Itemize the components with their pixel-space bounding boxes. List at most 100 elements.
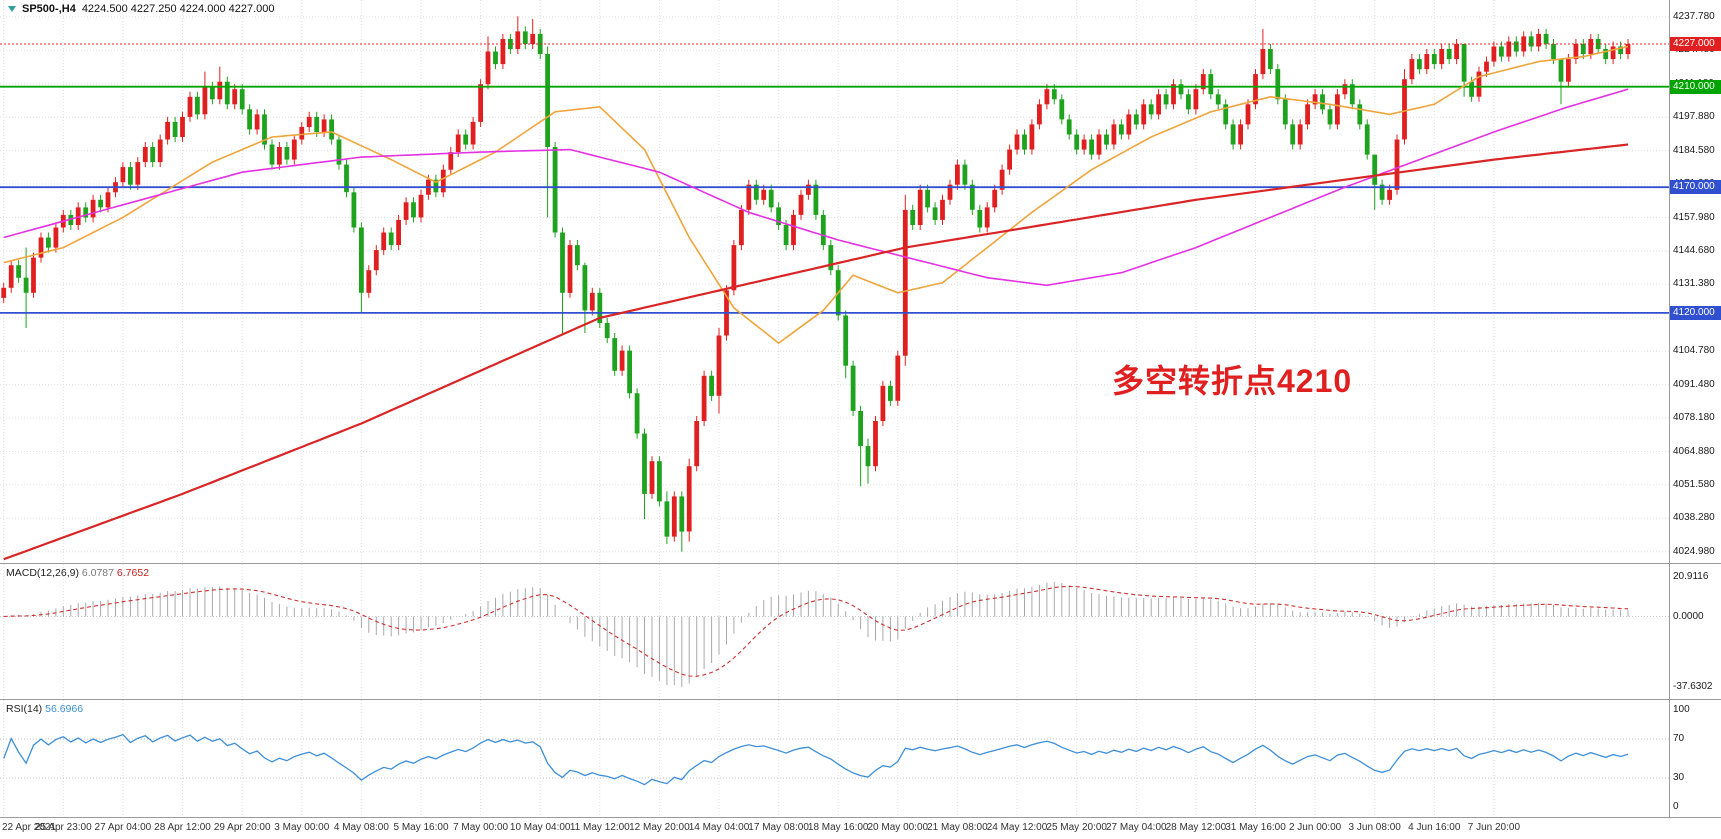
candle-body <box>1111 124 1117 145</box>
candle-body <box>716 335 722 396</box>
candle-body <box>269 144 275 165</box>
time-axis-label: 29 Apr 20:00 <box>213 822 271 833</box>
rsi-plot[interactable] <box>0 700 1669 817</box>
candle-body <box>157 139 163 163</box>
macd-label: MACD(12,26,9) 6.0787 6.7652 <box>6 567 149 579</box>
candle-body <box>1297 124 1303 145</box>
candle-body <box>373 250 379 271</box>
candle-body <box>1499 46 1504 57</box>
time-axis-label: 5 May 16:00 <box>393 822 449 833</box>
pivot-line-badge: 4210.000 <box>1670 79 1721 94</box>
candle-body <box>649 461 655 494</box>
price-axis-label: 4038.280 <box>1673 512 1715 524</box>
candle-body <box>813 184 819 215</box>
candle-body <box>1305 104 1310 125</box>
candle-body <box>314 116 320 132</box>
candle-body <box>46 237 51 248</box>
candle-body <box>1260 49 1266 75</box>
candle-body <box>969 184 975 210</box>
candle-body <box>1029 124 1035 150</box>
candle-body <box>351 192 357 228</box>
time-axis-label: 25 Apr 23:00 <box>34 822 92 833</box>
time-axis-label: 3 Jun 08:00 <box>1348 822 1401 833</box>
candle-body <box>1454 44 1459 60</box>
candle-body <box>418 194 424 218</box>
candle-body <box>1290 124 1296 145</box>
time-axis-label: 31 May 16:00 <box>1225 822 1286 833</box>
macd-name: MACD(12,26,9) <box>6 567 79 579</box>
macd-main-value: 6.0787 <box>81 567 114 579</box>
candle-body <box>709 375 714 396</box>
candle-body <box>1364 124 1370 155</box>
candle-body <box>1439 49 1445 65</box>
candle-body <box>701 375 707 421</box>
candle-body <box>873 421 878 467</box>
candle-body <box>1238 124 1243 145</box>
candle-body <box>522 31 528 44</box>
candle-body <box>619 350 625 371</box>
candle-body <box>403 202 409 220</box>
main-chart-pane: 4237.7804224.4804211.1804197.8804184.580… <box>0 0 1721 563</box>
candle-body <box>396 219 401 245</box>
candle-body <box>783 224 789 245</box>
candle-body <box>932 207 938 220</box>
candle-body <box>1491 46 1497 62</box>
candle-body <box>888 385 893 401</box>
candle-body <box>1141 104 1147 125</box>
time-axis-label: 3 May 00:00 <box>274 822 330 833</box>
candle-body <box>508 39 513 50</box>
rsi-axis[interactable]: 100 70 30 0 <box>1669 700 1721 817</box>
candle-body <box>433 179 439 193</box>
candle-body <box>753 184 759 200</box>
price-axis-label: 4078.180 <box>1673 412 1715 423</box>
candle-body <box>1387 189 1392 200</box>
candle-body <box>1007 149 1012 170</box>
candle-body <box>1476 71 1482 97</box>
candlestick-plot[interactable] <box>0 0 1669 563</box>
price-axis-label: 4064.880 <box>1673 445 1715 457</box>
time-axis-label: 24 May 12:00 <box>986 822 1048 833</box>
candle-body <box>1089 139 1094 155</box>
time-axis-label: 14 May 04:00 <box>688 822 750 833</box>
time-axis-label: 7 May 00:00 <box>453 822 509 833</box>
support-line-badge-4170: 4170.000 <box>1670 180 1721 195</box>
candle-body <box>90 199 96 218</box>
candle-body <box>165 121 170 140</box>
candle-body <box>1327 109 1333 125</box>
candle-body <box>1543 33 1549 44</box>
candle-body <box>23 277 29 293</box>
candle-body <box>1521 36 1527 52</box>
time-axis-label: 27 May 04:00 <box>1105 822 1167 833</box>
macd-indicator-pane: 20.9116 0.0000 -37.6302 MACD(12,26,9) 6.07… <box>0 563 1721 699</box>
candle-body <box>1402 79 1407 140</box>
price-axis-label: 4197.880 <box>1673 111 1715 123</box>
candle-body <box>1469 81 1474 97</box>
candle-body <box>552 147 558 233</box>
candle-body <box>642 433 647 494</box>
macd-axis[interactable]: 20.9116 0.0000 -37.6302 <box>1669 564 1721 699</box>
candle-body <box>1193 89 1199 110</box>
candle-body <box>1268 49 1273 70</box>
candle-body <box>463 134 469 145</box>
candle-body <box>1245 104 1251 125</box>
candle-body <box>999 169 1005 190</box>
macd-plot[interactable] <box>0 564 1669 699</box>
candle-body <box>567 245 573 293</box>
macd-signal-value: 6.7652 <box>116 567 150 579</box>
rsi-line <box>3 733 1629 786</box>
time-axis-label: 2 Jun 00:00 <box>1288 822 1342 833</box>
price-axis-label: 4091.480 <box>1673 378 1715 390</box>
candle-body <box>1357 104 1363 125</box>
time-axis[interactable]: 22 Apr 2021 25 Apr 23:00 27 Apr 04:00 28 Ap… <box>0 817 1721 839</box>
candle-body <box>1580 44 1586 55</box>
price-axis[interactable]: 4237.7804224.4804211.1804197.8804184.580… <box>1669 0 1721 563</box>
candle-body <box>470 121 476 145</box>
candle-body <box>195 96 200 115</box>
candle-body <box>515 31 521 49</box>
candle-body <box>1171 84 1176 105</box>
annotation-text[interactable]: 多空转折点4210 <box>1112 363 1353 399</box>
candle-body <box>739 209 744 246</box>
candle-body <box>768 189 774 208</box>
candle-body <box>843 315 849 366</box>
candle-body <box>344 164 349 193</box>
